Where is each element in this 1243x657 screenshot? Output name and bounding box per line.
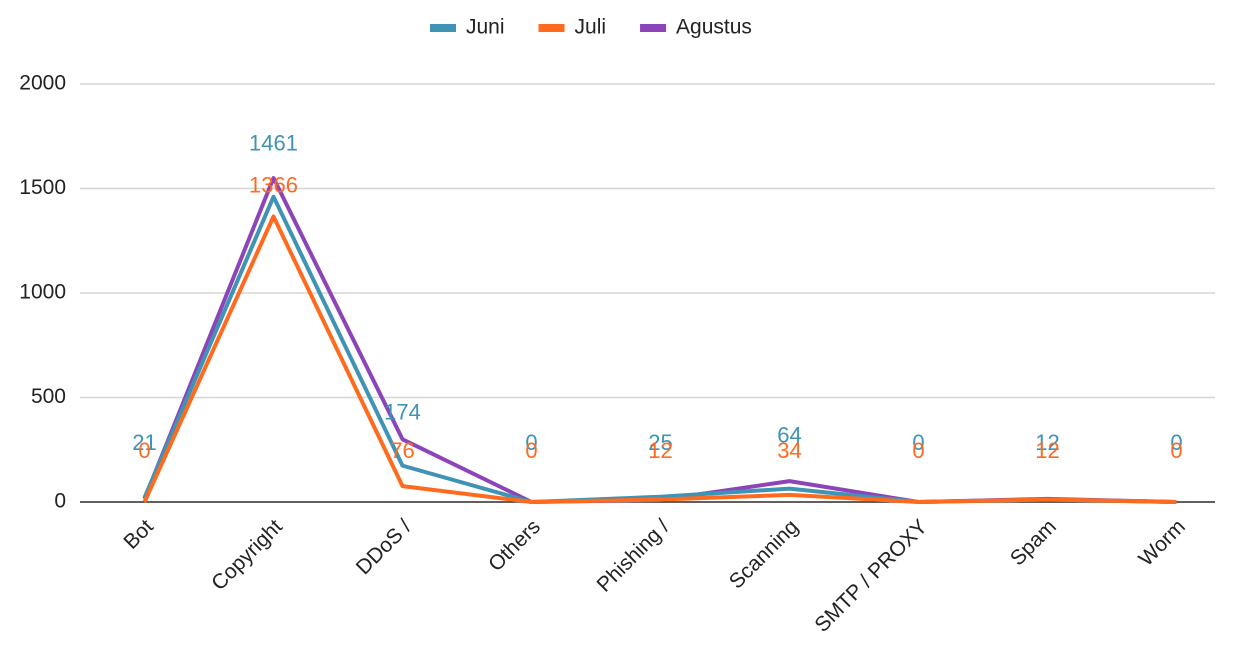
- y-tick-label: 1000: [19, 281, 66, 304]
- data-label: 0: [525, 438, 537, 463]
- data-label: 0: [1170, 430, 1182, 455]
- x-tick-label: Bot: [119, 515, 158, 554]
- data-label: 0: [1170, 438, 1182, 463]
- x-tick-label: Scanning: [725, 515, 803, 593]
- x-tick-label: Worm: [1134, 515, 1190, 571]
- data-label: 0: [138, 438, 150, 463]
- line-series: [142, 214, 1177, 504]
- x-tick-label: Others: [484, 515, 545, 576]
- legend-swatch: [430, 24, 456, 32]
- y-tick-label: 1500: [19, 176, 66, 199]
- x-tick-label: Copyright: [207, 515, 287, 595]
- data-label: 1461: [249, 130, 298, 155]
- data-label: 174: [384, 399, 421, 424]
- data-label: 12: [1035, 430, 1059, 455]
- data-label: 0: [912, 430, 924, 455]
- data-label: 12: [648, 438, 672, 463]
- legend-swatch: [538, 24, 565, 32]
- data-label: 0: [525, 430, 537, 455]
- data-label: 12: [1035, 438, 1059, 463]
- x-tick-label: SMTP / PROXY: [810, 515, 932, 637]
- legend-label: Juni: [466, 16, 505, 39]
- legend-label: Agustus: [676, 16, 752, 39]
- legend-swatch: [640, 24, 667, 32]
- data-label: 25: [648, 430, 672, 455]
- data-label: 21: [132, 430, 156, 455]
- data-label: 64: [777, 422, 801, 447]
- data-label: 34: [777, 438, 801, 463]
- x-tick-label: Spam: [1006, 515, 1061, 570]
- y-tick-label: 500: [31, 385, 66, 408]
- x-tick-label: Phishing /: [592, 515, 674, 597]
- legend-label: Juli: [575, 16, 607, 39]
- data-label: 1366: [249, 172, 298, 197]
- x-tick-label: DDoS /: [352, 515, 416, 579]
- data-label: 0: [912, 438, 924, 463]
- y-tick-label: 2000: [19, 72, 66, 95]
- data-label: 76: [390, 438, 414, 463]
- y-tick-label: 0: [54, 490, 66, 513]
